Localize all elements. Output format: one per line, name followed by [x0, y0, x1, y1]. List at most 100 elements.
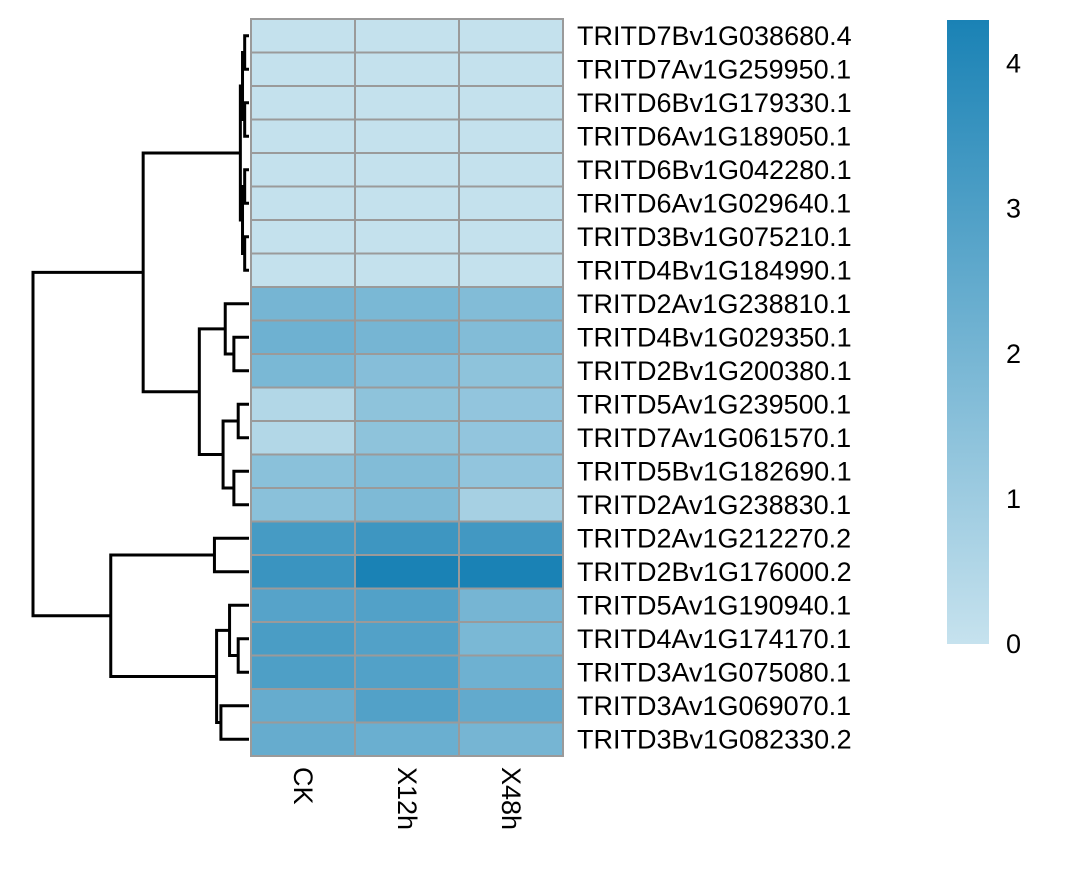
heatmap-cell	[250, 319, 356, 355]
heatmap-cell	[354, 688, 460, 724]
heatmap-cell	[250, 51, 356, 87]
heatmap-cell	[354, 219, 460, 255]
legend-tick-label: 0	[1006, 629, 1021, 659]
heatmap-cell	[354, 18, 460, 54]
dendrogram-branch	[236, 637, 249, 674]
heatmap-cell	[458, 487, 564, 523]
heatmap-cell	[354, 587, 460, 623]
heatmap-cell	[250, 85, 356, 121]
row-label: TRITD2Bv1G176000.2	[577, 557, 852, 587]
dendrogram-branch	[243, 34, 249, 71]
heatmap-cell	[458, 118, 564, 154]
column-label: X12h	[392, 767, 422, 830]
heatmap-cell	[458, 453, 564, 489]
heatmap-cell	[458, 85, 564, 121]
heatmap-cell	[458, 621, 564, 657]
heatmap-cell	[354, 118, 460, 154]
legend-tick-label: 1	[1006, 484, 1021, 514]
heatmap-cell	[354, 621, 460, 657]
heatmap-cell	[458, 286, 564, 322]
heatmap-cell	[354, 554, 460, 590]
heatmap-cell	[250, 18, 356, 54]
heatmap-cell	[458, 353, 564, 389]
heatmap-cell	[250, 520, 356, 556]
heatmap-cell	[250, 185, 356, 221]
legend-tick-label: 3	[1006, 194, 1021, 224]
row-label: TRITD6Av1G029640.1	[577, 188, 851, 218]
heatmap-cell	[458, 520, 564, 556]
legend-tick-label: 4	[1006, 49, 1021, 79]
dendrogram-branch	[243, 168, 249, 205]
heatmap-cells	[250, 18, 564, 757]
heatmap-cell	[250, 654, 356, 690]
row-label: TRITD3Bv1G082330.2	[577, 724, 852, 754]
row-label: TRITD5Av1G190940.1	[577, 590, 851, 620]
heatmap-cell	[458, 554, 564, 590]
row-label: TRITD2Av1G212270.2	[577, 523, 851, 553]
row-label: TRITD7Av1G259950.1	[577, 54, 851, 84]
dendrogram-branch	[223, 302, 249, 356]
dendrogram-branch	[243, 235, 249, 272]
row-label: TRITD2Av1G238810.1	[577, 289, 851, 319]
heatmap-cell	[458, 18, 564, 54]
heatmap-cell	[250, 118, 356, 154]
heatmap-cell	[354, 353, 460, 389]
heatmap-cell	[354, 487, 460, 523]
heatmap-cell	[458, 152, 564, 188]
heatmap-cell	[458, 185, 564, 221]
heatmap-cell	[354, 51, 460, 87]
heatmap-cell	[250, 721, 356, 757]
heatmap-cell	[354, 386, 460, 422]
heatmap-cell	[354, 319, 460, 355]
heatmap-cell	[250, 621, 356, 657]
row-label: TRITD4Av1G174170.1	[577, 624, 851, 654]
row-label: TRITD2Av1G238830.1	[577, 490, 851, 520]
heatmap-cell	[250, 453, 356, 489]
heatmap-cell	[250, 286, 356, 322]
heatmap-cell	[458, 688, 564, 724]
heatmap-cell	[458, 587, 564, 623]
dendrogram-branch	[109, 553, 217, 678]
heatmap-cell	[354, 152, 460, 188]
legend-tick-label: 2	[1006, 339, 1021, 369]
heatmap-cell	[250, 487, 356, 523]
heatmap-cell	[354, 85, 460, 121]
heatmap-cell	[354, 520, 460, 556]
heatmap-cell	[354, 185, 460, 221]
dendrogram-branch	[219, 704, 249, 741]
row-label: TRITD4Bv1G029350.1	[577, 322, 852, 352]
heatmap-cell	[250, 353, 356, 389]
dendrogram-branch	[31, 270, 144, 618]
row-label: TRITD7Bv1G038680.4	[577, 21, 852, 51]
row-label: TRITD4Bv1G184990.1	[577, 255, 852, 285]
row-label: TRITD3Bv1G075210.1	[577, 222, 852, 252]
heatmap-cell	[458, 721, 564, 757]
heatmap-cell	[250, 152, 356, 188]
color-legend: 0 1 2 3 4	[947, 20, 1021, 659]
heatmap-cell	[250, 420, 356, 456]
dendrogram-branch	[215, 628, 230, 724]
heatmap-cell	[354, 654, 460, 690]
heatmap-cell	[458, 51, 564, 87]
heatmap-cell	[354, 252, 460, 288]
heatmap-cell	[354, 420, 460, 456]
column-label: X48h	[496, 767, 526, 830]
heatmap-cell	[458, 654, 564, 690]
row-label: TRITD6Av1G189050.1	[577, 121, 851, 151]
dendrogram-branch	[232, 469, 249, 507]
row-label: TRITD3Av1G069070.1	[577, 691, 851, 721]
dendrogram-branch	[236, 402, 249, 440]
row-label: TRITD2Bv1G200380.1	[577, 356, 852, 386]
heatmap-cell	[250, 219, 356, 255]
heatmap-cell	[354, 286, 460, 322]
row-label: TRITD3Av1G075080.1	[577, 657, 851, 687]
row-label: TRITD6Bv1G042280.1	[577, 155, 852, 185]
dendrogram-branch	[232, 335, 249, 373]
heatmap-cell	[458, 319, 564, 355]
column-labels: CK X12h X48h	[288, 767, 526, 830]
dendrogram-branch	[141, 151, 241, 394]
dendrogram-branch	[243, 101, 249, 138]
